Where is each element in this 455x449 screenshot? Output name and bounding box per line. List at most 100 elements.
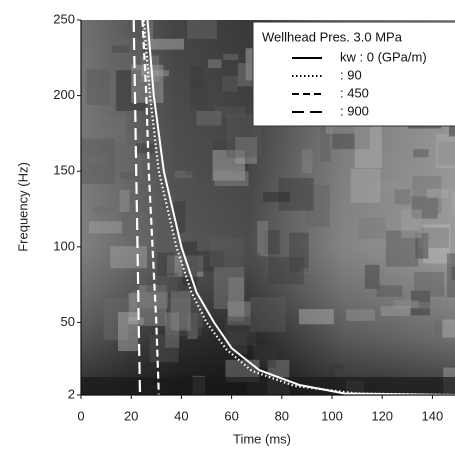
spectrogram-patch [166, 255, 204, 277]
spectrogram-patch [448, 119, 455, 137]
x-tick-label: 140 [422, 408, 444, 423]
spectrogram-patch [413, 149, 429, 158]
spectrogram-patch [209, 237, 244, 267]
spectrogram-patch [212, 140, 249, 172]
spectrogram-patch [346, 309, 375, 321]
x-tick-label: 120 [371, 408, 393, 423]
y-tick-label: 200 [53, 87, 75, 102]
spectrogram-patch [212, 151, 249, 167]
spectrogram-patch [415, 233, 429, 259]
spectrogram-patch [86, 68, 110, 106]
y-tick-label: 50 [61, 314, 75, 329]
spectrogram-patch [103, 298, 129, 341]
spectrogram-patch [182, 241, 198, 286]
spectrogram-patch [278, 178, 314, 211]
spectrogram-patch [301, 149, 313, 174]
spectrogram-patch [174, 170, 193, 178]
spectrogram-patch [114, 37, 144, 70]
y-tick-label: 150 [53, 163, 75, 178]
spectrogram-patch [128, 293, 138, 321]
spectrogram-patch [121, 199, 131, 236]
y-axis-label: Frequency (Hz) [15, 162, 30, 252]
spectrogram-patch [224, 316, 257, 346]
y-tick-label: 100 [53, 238, 75, 253]
spectrogram-patch [196, 250, 224, 272]
spectrogram-patch [223, 53, 239, 61]
spectrogram-patch [196, 111, 222, 126]
spectrogram-patch [436, 133, 455, 169]
spectrogram-patch [238, 253, 261, 267]
spectrogram-patch [451, 267, 455, 280]
spectrogram-patch [155, 217, 165, 263]
spectrogram-patch [411, 290, 431, 316]
spectrogram-patch [127, 317, 144, 325]
spectrogram-patch [305, 184, 330, 228]
spectrogram-patch [298, 309, 334, 325]
spectrogram-patch [268, 257, 304, 285]
spectrogram-patch [116, 70, 147, 111]
spectrogram-patch [300, 267, 312, 274]
spectrogram-patch [249, 297, 286, 332]
spectrogram-patch [140, 70, 169, 77]
legend-label: : 450 [340, 85, 369, 100]
spectrogram-patch [380, 306, 410, 317]
curve [132, 20, 142, 395]
spectrogram-patch [149, 334, 179, 363]
x-tick-label: 80 [275, 408, 289, 423]
spectrogram-patch [88, 221, 123, 234]
spectrogram-patch [442, 319, 455, 338]
spectrogram-patch [185, 149, 216, 176]
spectrogram-patch [111, 45, 130, 53]
spectrogram-patch [170, 290, 191, 331]
spectrogram-patch [411, 196, 438, 219]
spectrogram-patch [438, 141, 455, 166]
spectrogram-patch [264, 230, 280, 255]
spectrogram-patch [173, 201, 186, 233]
spectrogram-patch [376, 285, 403, 297]
spectrogram-patch [222, 75, 238, 92]
curve [141, 20, 160, 395]
spectrogram-patch [446, 253, 455, 298]
x-axis-label: Time (ms) [233, 431, 291, 446]
spectrogram-patch [375, 180, 407, 191]
spectrogram-patch [168, 271, 194, 298]
spectrogram-patch [225, 359, 260, 383]
legend-box [252, 21, 455, 127]
spectrogram-patch [102, 116, 127, 144]
spectrogram-patch [131, 291, 169, 309]
spectrogram-patch [253, 344, 277, 368]
y-tick-label: 2 [68, 386, 75, 401]
spectrogram-patch [110, 246, 147, 269]
spectrogram-patch [187, 20, 217, 39]
spectrogram-patch [434, 320, 446, 336]
x-tick-label: 100 [321, 408, 343, 423]
spectrogram-patch [214, 171, 249, 187]
spectrogram-patch [354, 123, 382, 169]
spectrogram-patch [393, 300, 420, 308]
spectrogram-patch [138, 285, 167, 326]
spectrogram-patch [119, 190, 130, 212]
spectrogram-patch [426, 188, 449, 199]
spectrogram-patch [91, 206, 117, 214]
spectrogram-patch [114, 134, 143, 179]
spectrogram-patch [423, 224, 451, 264]
spectrogram-patch [118, 312, 139, 352]
y-tick-label: 250 [53, 11, 75, 26]
spectrogram-patch [143, 75, 160, 102]
spectrogram-patch [227, 301, 251, 326]
spectrogram-patch [401, 209, 422, 239]
spectrogram-patch [394, 189, 411, 205]
spectrogram-patch [235, 137, 258, 164]
x-tick-label: 60 [224, 408, 238, 423]
spectrogram-patch [418, 227, 449, 248]
spectrogram-patch [146, 38, 184, 50]
spectrogram-patch [190, 78, 208, 111]
spectrogram-patch [334, 368, 365, 376]
spectrogram-patch [289, 232, 309, 272]
spectrogram-patch [412, 175, 442, 214]
spectrogram-patch [228, 277, 245, 322]
spectrogram-patch [364, 264, 380, 289]
spectrogram-patch [167, 225, 181, 263]
spectrogram-patch [414, 271, 445, 297]
